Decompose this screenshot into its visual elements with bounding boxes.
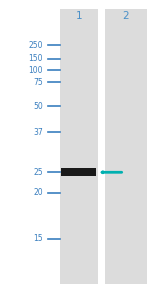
Text: 25: 25 [33, 168, 43, 177]
Text: 1: 1 [75, 11, 82, 21]
Text: 75: 75 [33, 78, 43, 86]
Text: 100: 100 [28, 66, 43, 75]
Bar [60, 9, 98, 284]
Text: 37: 37 [33, 128, 43, 137]
Text: 15: 15 [33, 234, 43, 243]
Bar [105, 9, 147, 284]
Text: 2: 2 [123, 11, 129, 21]
Text: 20: 20 [33, 188, 43, 197]
Bar [61, 168, 96, 176]
Text: 250: 250 [28, 41, 43, 50]
Text: 150: 150 [28, 54, 43, 63]
Text: 50: 50 [33, 102, 43, 110]
